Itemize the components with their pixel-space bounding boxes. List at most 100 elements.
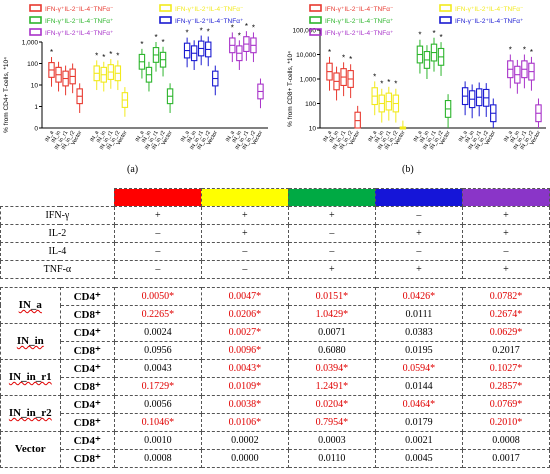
legend-swatch (309, 28, 322, 36)
value-cell: 0.0769* (461, 394, 550, 414)
group-name: Vector (0, 430, 61, 468)
value-cell: 1.0429* (287, 304, 376, 324)
value-cell: 0.0179 (374, 412, 463, 432)
value-cell: 0.0206* (200, 304, 289, 324)
value-cell: 0.0071 (287, 322, 376, 342)
value-cell: 0.2674* (461, 304, 550, 324)
data-row: CD8⁺ 0.0956 0.0096* 0.6080 0.0195 0.2017 (1, 340, 550, 360)
value-cell: 0.7954* (287, 412, 376, 432)
legend-label: IFN-γ⁺IL-2⁺IL-4⁻TNFα⁺ (325, 30, 394, 37)
cytokine-sign: + (287, 259, 376, 279)
cytokine-sign: + (461, 205, 550, 225)
legend-swatch (309, 4, 322, 12)
value-cell: 0.0956 (113, 340, 202, 360)
significance-star: * (394, 80, 397, 89)
y-tick-label: 10 (31, 83, 39, 90)
legend-label: IFN-γ⁺IL-2⁻IL-4⁻TNFα⁺ (45, 18, 114, 25)
legend-label: IFN-γ⁺IL-2⁻IL-4⁻TNFα⁻ (45, 6, 114, 13)
caption-b: (b) (402, 164, 414, 175)
value-cell: 0.0000 (200, 448, 289, 468)
value-cell: 0.0056 (113, 394, 202, 414)
significance-star: * (439, 33, 442, 42)
significance-star: * (140, 40, 143, 49)
value-cell: 0.0151* (287, 286, 376, 306)
cytokine-sign: – (113, 241, 202, 261)
cytokine-sign: + (287, 205, 376, 225)
value-cell: 0.0045 (374, 448, 463, 468)
legend-label: IFN-γ⁻IL-2⁺IL-4⁻TNFα⁺ (455, 18, 524, 25)
significance-star: * (109, 50, 112, 59)
value-cell: 0.2857* (461, 376, 550, 396)
x-tick-label: IN_in (464, 130, 476, 144)
significance-star: * (116, 51, 119, 60)
cytokine-name: TNF-α (0, 259, 115, 279)
legend-label: IFN-γ⁺IL-2⁺IL-4⁻TNFα⁻ (175, 6, 244, 13)
cytokine-sign: + (200, 223, 289, 243)
value-cell: 0.0010 (113, 430, 202, 450)
x-tick-label: IN_a (44, 129, 55, 143)
significance-star: * (186, 29, 189, 38)
cell-type: CD4⁺ (59, 286, 115, 306)
legend-swatch (309, 16, 322, 24)
y-tick-label: 100 (305, 101, 316, 108)
x-tick-label: IN_in (231, 130, 243, 144)
value-cell: 0.0043* (200, 358, 289, 378)
significance-star: * (200, 27, 203, 36)
y-tick-label: 10 (309, 126, 317, 133)
x-tick-label: IN_in (329, 130, 341, 144)
cytokine-name: IL-2 (0, 223, 115, 243)
value-cell: 0.0629* (461, 322, 550, 342)
group-name: IN_a (0, 286, 61, 324)
cytokine-sign: + (461, 259, 550, 279)
y-tick-label: 100,000 (293, 28, 317, 35)
x-tick-label: IN_in (419, 130, 431, 144)
color-swatch (374, 188, 463, 207)
x-tick-label: IN_in (509, 130, 521, 144)
y-tick-label: 1,000 (22, 40, 39, 47)
cytokine-sign: – (461, 241, 550, 261)
significance-star: * (349, 55, 352, 64)
x-tick-label: IN_a (89, 129, 100, 143)
significance-star: * (373, 72, 376, 81)
cytokine-name: IL-4 (0, 241, 115, 261)
significance-star: * (380, 80, 383, 89)
cell-type: CD4⁺ (59, 358, 115, 378)
y-axis-label: % from CD4+ T-cells, *10⁴ (3, 57, 10, 133)
x-tick-label: IN_in (51, 130, 63, 144)
cytokine-sign: – (200, 259, 289, 279)
data-row: CD8⁺ 0.1729* 0.0109* 1.2491* 0.0144 0.2857* (1, 376, 550, 396)
cell-type: CD4⁺ (59, 322, 115, 342)
significance-star: * (342, 53, 345, 62)
significance-star: * (102, 53, 105, 62)
x-tick-label: IN_in (374, 130, 386, 144)
significance-star: * (207, 28, 210, 37)
cell-type: CD8⁺ (59, 376, 115, 396)
significance-star: * (161, 38, 164, 47)
color-swatch (113, 188, 202, 207)
value-cell: 0.0050* (113, 286, 202, 306)
x-tick-label: IN_a (135, 129, 146, 143)
value-cell: 0.1729* (113, 376, 202, 396)
significance-star: * (231, 23, 234, 32)
cell-type: CD4⁺ (59, 394, 115, 414)
cytokine-row: IL-2– + – + + (0, 223, 550, 243)
cytokine-row: IL-4– – – – – (0, 241, 550, 261)
legend-swatch (29, 16, 42, 24)
cytokine-sign: – (113, 223, 202, 243)
data-row: IN_a CD4⁺ 0.0050* 0.0047* 0.0151* 0.0426* 0.07… (0, 286, 550, 324)
significance-star: * (387, 78, 390, 87)
x-tick-label: IN_a (503, 129, 514, 143)
group-name: IN_in_r2 (0, 394, 61, 432)
significance-star: * (523, 46, 526, 55)
group-name: IN_in_r1 (0, 358, 61, 396)
legend-swatch (29, 4, 42, 12)
cytokine-sign: + (461, 223, 550, 243)
cell-type: CD8⁺ (59, 340, 115, 360)
value-cell: 0.0594* (374, 358, 463, 378)
cell-type: CD8⁺ (59, 448, 115, 468)
significance-star: * (154, 33, 157, 42)
significance-star: * (328, 48, 331, 57)
cytokine-sign: – (200, 241, 289, 261)
value-cell: 0.0002 (200, 430, 289, 450)
value-cell: 0.0782* (461, 286, 550, 306)
